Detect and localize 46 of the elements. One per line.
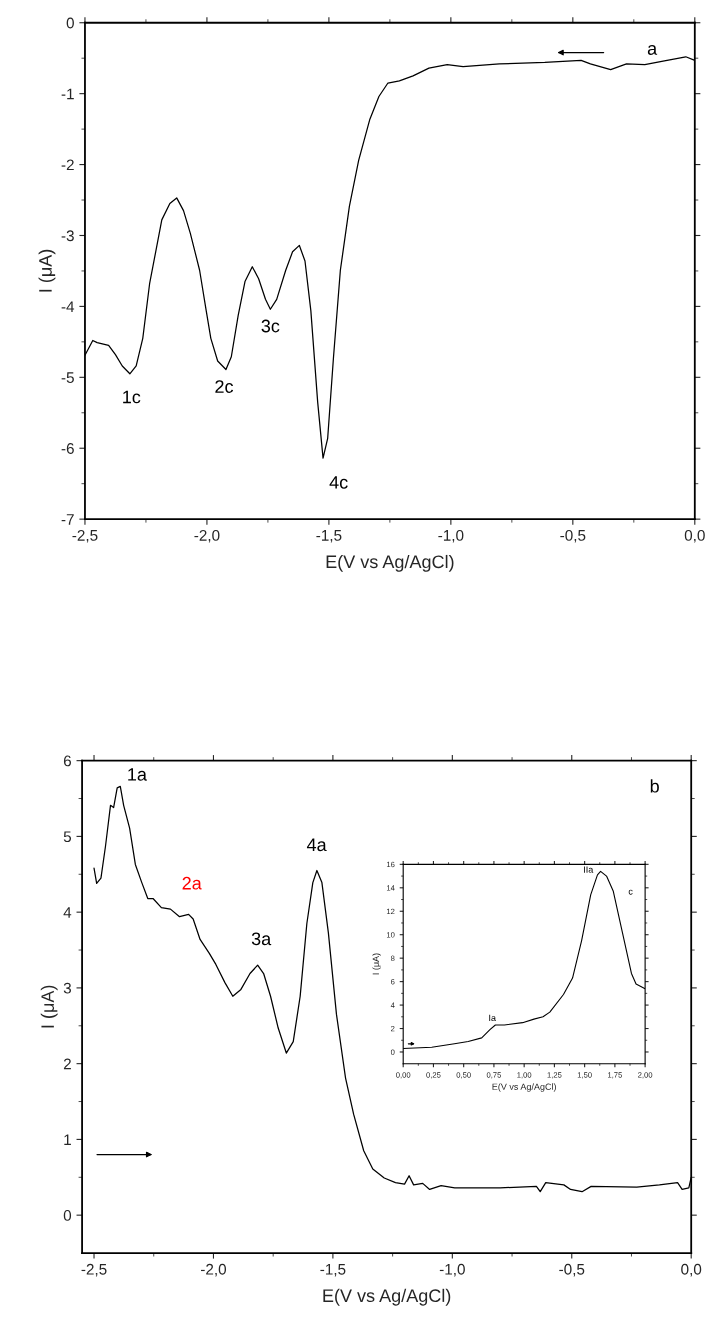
annotation: 3c (261, 319, 280, 333)
x-tick-label: -2,5 (72, 529, 98, 543)
x-tick-label: -2,5 (81, 1263, 107, 1277)
y-tick-label: -5 (61, 372, 74, 383)
y-tick-label: -1 (61, 88, 74, 100)
y-tick-label: 2 (63, 1058, 71, 1070)
annotation: Ia (489, 1014, 496, 1022)
annotation: 1c (123, 390, 141, 404)
annotation: 2c (215, 380, 234, 393)
x-axis-title: E(V vs Ag/AgCl) (323, 1288, 451, 1306)
x-tick-label: -0,5 (560, 529, 586, 543)
y-tick-label: 1 (64, 1134, 71, 1145)
y-tick-label: -3 (61, 230, 74, 242)
y-tick-label: -2 (61, 159, 74, 171)
x-tick-label: -1,5 (316, 530, 342, 543)
y-tick-label: -6 (61, 443, 74, 454)
y-tick-label: -7 (61, 514, 74, 525)
y-tick-label: 0 (66, 17, 74, 29)
annotation: 3a (251, 932, 272, 946)
y-tick-label: 3 (63, 982, 71, 994)
x-tick-label: -2,0 (194, 529, 220, 543)
annotation: a (647, 45, 658, 55)
annotation: c (628, 889, 633, 895)
x-tick-label: 0,0 (681, 1263, 702, 1277)
y-tick-label: 6 (63, 755, 71, 767)
y-axis-title: I (μA) (372, 953, 381, 975)
x-axis-title: E(V vs Ag/AgCl) (326, 554, 454, 572)
annotation: 4c (329, 476, 348, 489)
y-axis-title: I (μA) (38, 249, 56, 292)
y-axis-title: I (μA) (40, 985, 58, 1028)
x-tick-label: 0,0 (684, 529, 705, 543)
annotation: 4a (306, 838, 327, 852)
x-axis-title: E(V vs Ag/AgCl) (492, 1083, 556, 1092)
x-tick-label: -1,0 (438, 529, 464, 543)
x-tick-label: -1,0 (439, 1263, 465, 1277)
x-tick-label: -0,5 (559, 1263, 585, 1277)
y-tick-label: 0 (63, 1210, 72, 1221)
x-tick-label: -2,0 (200, 1263, 227, 1277)
annotation: 1a (128, 768, 147, 781)
annotation: IIa (584, 866, 594, 873)
y-tick-label: 4 (63, 907, 72, 918)
annotation: b (650, 779, 659, 793)
y-tick-label: -4 (61, 301, 75, 312)
y-tick-label: 5 (63, 831, 72, 843)
x-tick-label: -1,5 (320, 1264, 346, 1277)
annotation: 2a (182, 876, 202, 890)
